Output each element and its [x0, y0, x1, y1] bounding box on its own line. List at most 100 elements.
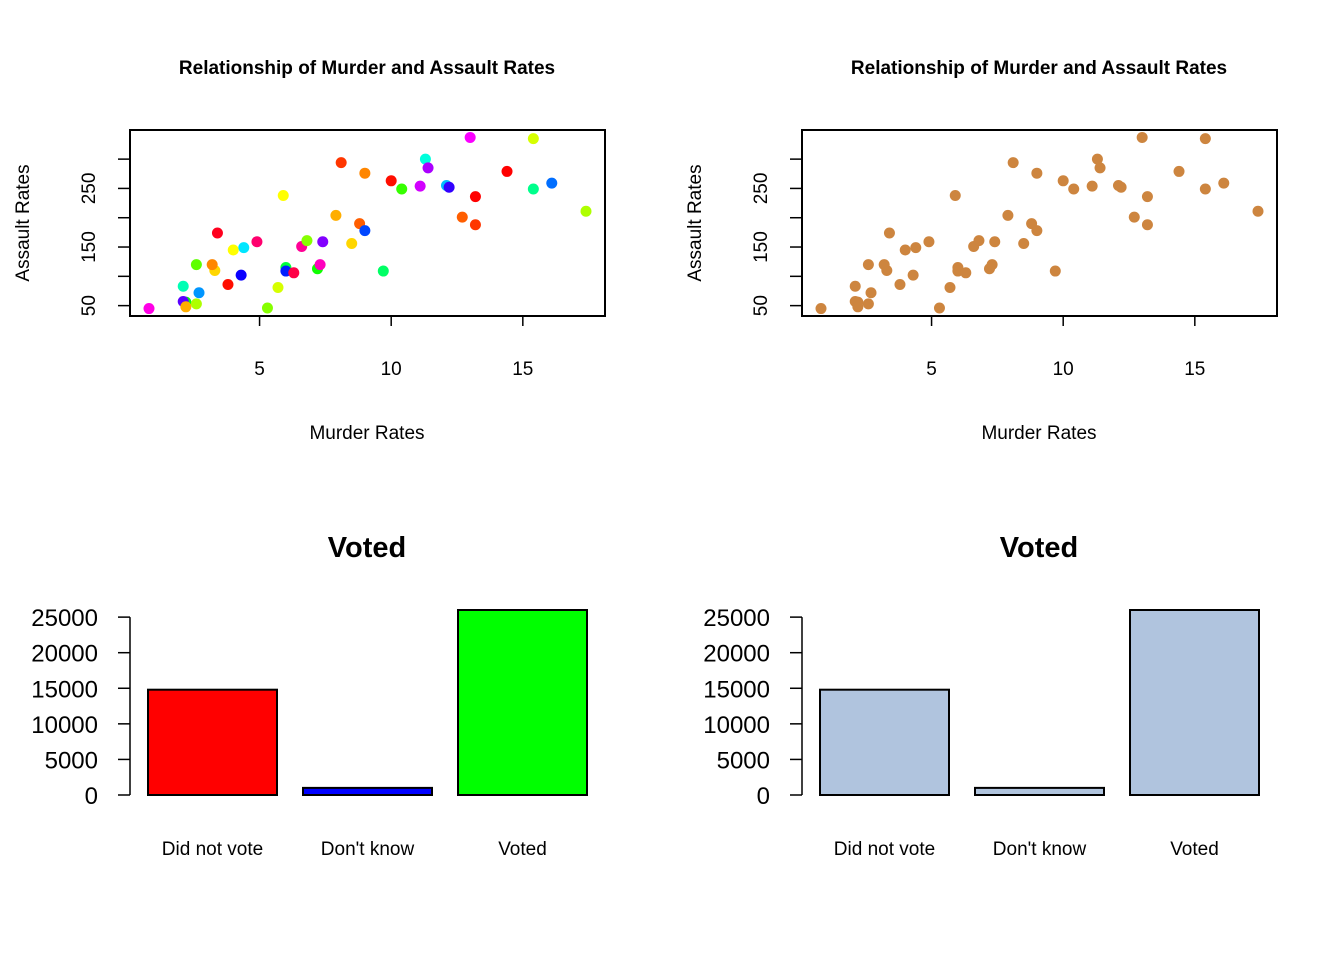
data-point	[878, 259, 890, 271]
x-axis-label: Murder Rates	[309, 423, 424, 444]
x-tick-label: 5	[926, 359, 937, 380]
data-point	[1252, 205, 1264, 217]
data-point	[849, 280, 861, 292]
data-point	[815, 303, 827, 315]
data-point	[222, 279, 234, 291]
y-tick-label: 10000	[703, 712, 770, 739]
data-point	[973, 235, 985, 247]
data-point	[883, 227, 895, 239]
y-tick-label: 150	[751, 231, 772, 263]
chart-title: Relationship of Murder and Assault Rates	[179, 58, 555, 79]
y-tick-label: 250	[751, 173, 772, 205]
category-label: Don't know	[993, 839, 1087, 860]
data-point	[944, 281, 956, 293]
data-point	[923, 236, 935, 248]
data-point	[1068, 183, 1080, 195]
y-tick-label: 20000	[31, 641, 98, 668]
data-point	[177, 280, 189, 292]
data-point	[1049, 265, 1061, 277]
data-point	[862, 259, 874, 271]
plot-frame	[129, 129, 606, 317]
data-point	[1218, 177, 1230, 189]
data-point	[193, 287, 205, 299]
bar-panel-lightsteelblue: Voted 0 5000 10000 15000 20000 25000 Did not vo…	[703, 532, 1260, 860]
category-label: Did not vote	[162, 839, 263, 860]
data-point	[235, 269, 247, 281]
data-point	[335, 157, 347, 169]
category-label: Voted	[498, 839, 547, 860]
bar	[147, 688, 278, 797]
data-point	[1199, 133, 1211, 145]
category-label: Voted	[1170, 839, 1219, 860]
data-point	[527, 183, 539, 195]
y-tick-label: 50	[79, 295, 100, 316]
data-point	[910, 242, 922, 254]
chart-title: Voted	[1000, 532, 1078, 564]
data-point	[1091, 153, 1103, 165]
y-tick-label: 15000	[31, 676, 98, 703]
data-point	[377, 265, 389, 277]
data-point	[862, 298, 874, 310]
scatter-panel-peru: Relationship of Murder and Assault Rates…	[685, 58, 1278, 444]
y-tick-label: 250	[79, 173, 100, 205]
data-point	[949, 189, 961, 201]
data-point	[211, 227, 223, 239]
data-point	[1115, 181, 1127, 193]
data-point	[414, 180, 426, 192]
scatter-panel-rainbow: Relationship of Murder and Assault Rates…	[13, 58, 606, 444]
data-point	[1141, 219, 1153, 231]
data-point	[986, 259, 998, 271]
category-label: Did not vote	[834, 839, 935, 860]
data-point	[527, 133, 539, 145]
y-tick-label: 20000	[703, 641, 770, 668]
data-point	[1057, 175, 1069, 187]
data-point	[1173, 165, 1185, 177]
bar	[1129, 609, 1260, 796]
data-point	[894, 279, 906, 291]
y-tick-label: 5000	[45, 747, 98, 774]
data-point	[1199, 183, 1211, 195]
data-point	[272, 281, 284, 293]
data-point	[180, 301, 192, 313]
data-point	[359, 225, 371, 237]
data-point	[469, 219, 481, 231]
data-point	[989, 236, 1001, 248]
data-point	[464, 131, 476, 143]
data-point	[1128, 211, 1140, 223]
data-point	[330, 209, 342, 221]
data-point	[277, 189, 289, 201]
category-label: Don't know	[321, 839, 415, 860]
data-point	[443, 181, 455, 193]
y-tick-label: 150	[79, 231, 100, 263]
data-point	[190, 259, 202, 271]
y-tick-label: 10000	[31, 712, 98, 739]
data-point	[314, 259, 326, 271]
data-point	[546, 177, 558, 189]
plot-frame	[801, 129, 1278, 317]
data-point	[865, 287, 877, 299]
x-tick-label: 15	[1184, 359, 1205, 380]
data-point	[346, 238, 358, 250]
data-point	[359, 167, 371, 179]
y-tick-label: 5000	[717, 747, 770, 774]
data-point	[501, 165, 513, 177]
data-point	[1002, 209, 1014, 221]
data-point	[143, 303, 155, 315]
y-tick-label: 25000	[31, 605, 98, 632]
x-tick-label: 10	[1053, 359, 1074, 380]
chart-title: Voted	[328, 532, 406, 564]
y-tick-label: 25000	[703, 605, 770, 632]
y-axis-label: Assault Rates	[685, 164, 706, 281]
data-point	[907, 269, 919, 281]
data-point	[317, 236, 329, 248]
y-tick-label: 0	[85, 783, 98, 810]
y-tick-label: 15000	[703, 676, 770, 703]
data-point	[396, 183, 408, 195]
x-tick-label: 10	[381, 359, 402, 380]
bar	[457, 609, 588, 796]
data-point	[852, 301, 864, 313]
data-point	[933, 302, 945, 314]
data-point	[899, 244, 911, 256]
chart-title: Relationship of Murder and Assault Rates	[851, 58, 1227, 79]
